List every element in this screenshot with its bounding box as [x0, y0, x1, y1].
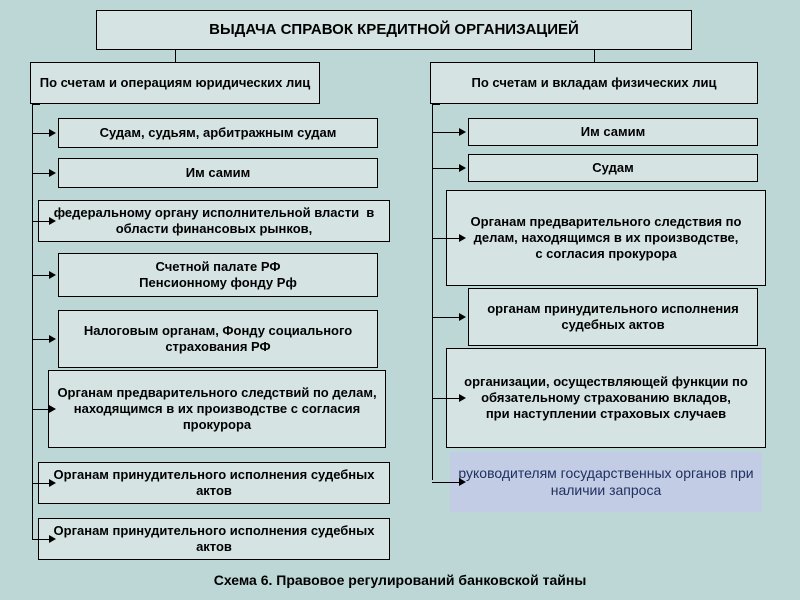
- connector-line: [32, 221, 50, 222]
- left-box-5: Органам предварительного следствий по де…: [48, 370, 386, 448]
- arrowhead-icon: [49, 535, 56, 543]
- subheader-right: По счетам и вкладам физических лиц: [430, 62, 758, 104]
- arrowhead-icon: [459, 234, 466, 242]
- left-box-3: Счетной палате РФ Пенсионному фонду Рф: [58, 253, 378, 297]
- left-box-1: Им самим: [58, 158, 378, 188]
- connector-line: [32, 539, 50, 540]
- connector-line: [32, 173, 50, 174]
- arrowhead-icon: [49, 271, 56, 279]
- connector-line: [32, 275, 50, 276]
- connector-line: [432, 132, 460, 133]
- diagram-canvas: ВЫДАЧА СПРАВОК КРЕДИТНОЙ ОРГАНИЗАЦИЕЙ По …: [0, 0, 800, 600]
- connector-line: [432, 104, 433, 480]
- arrowhead-icon: [459, 128, 466, 136]
- left-box-7: Органам принудительного исполнения судеб…: [38, 518, 390, 560]
- left-box-2: федеральному органу исполнительной власт…: [38, 200, 390, 242]
- connector-line: [594, 50, 595, 62]
- connector-line: [32, 104, 33, 540]
- left-box-6: Органам принудительного исполнения судеб…: [38, 462, 390, 504]
- connector-line: [432, 238, 460, 239]
- right-box-5: руководителям государственных органов пр…: [450, 452, 762, 512]
- connector-line: [432, 317, 460, 318]
- arrowhead-icon: [459, 478, 466, 486]
- arrowhead-icon: [49, 129, 56, 137]
- arrowhead-icon: [49, 217, 56, 225]
- arrowhead-icon: [459, 394, 466, 402]
- connector-line: [32, 339, 50, 340]
- right-box-0: Им самим: [468, 118, 758, 146]
- right-box-1: Судам: [468, 154, 758, 182]
- connector-line: [32, 483, 50, 484]
- arrowhead-icon: [49, 479, 56, 487]
- connector-line: [432, 398, 460, 399]
- connector-line: [432, 482, 460, 483]
- title-box: ВЫДАЧА СПРАВОК КРЕДИТНОЙ ОРГАНИЗАЦИЕЙ: [96, 10, 692, 50]
- right-box-3: органам принудительного исполнения судеб…: [468, 288, 758, 346]
- right-box-2: Органам предварительного следствия по де…: [446, 190, 766, 286]
- connector-line: [432, 104, 440, 105]
- arrowhead-icon: [459, 164, 466, 172]
- arrowhead-icon: [49, 169, 56, 177]
- connector-line: [32, 409, 50, 410]
- arrowhead-icon: [459, 313, 466, 321]
- right-box-4: организации, осуществляющей функции по о…: [446, 348, 766, 448]
- connector-line: [175, 50, 176, 62]
- arrowhead-icon: [49, 335, 56, 343]
- left-box-4: Налоговым органам, Фонду социального стр…: [58, 310, 378, 368]
- subheader-left: По счетам и операциям юридических лиц: [30, 62, 320, 104]
- arrowhead-icon: [49, 405, 56, 413]
- connector-line: [432, 168, 460, 169]
- caption: Схема 6. Правовое регулирований банковск…: [0, 572, 800, 588]
- connector-line: [32, 133, 50, 134]
- left-box-0: Судам, судьям, арбитражным судам: [58, 118, 378, 148]
- connector-line: [32, 104, 40, 105]
